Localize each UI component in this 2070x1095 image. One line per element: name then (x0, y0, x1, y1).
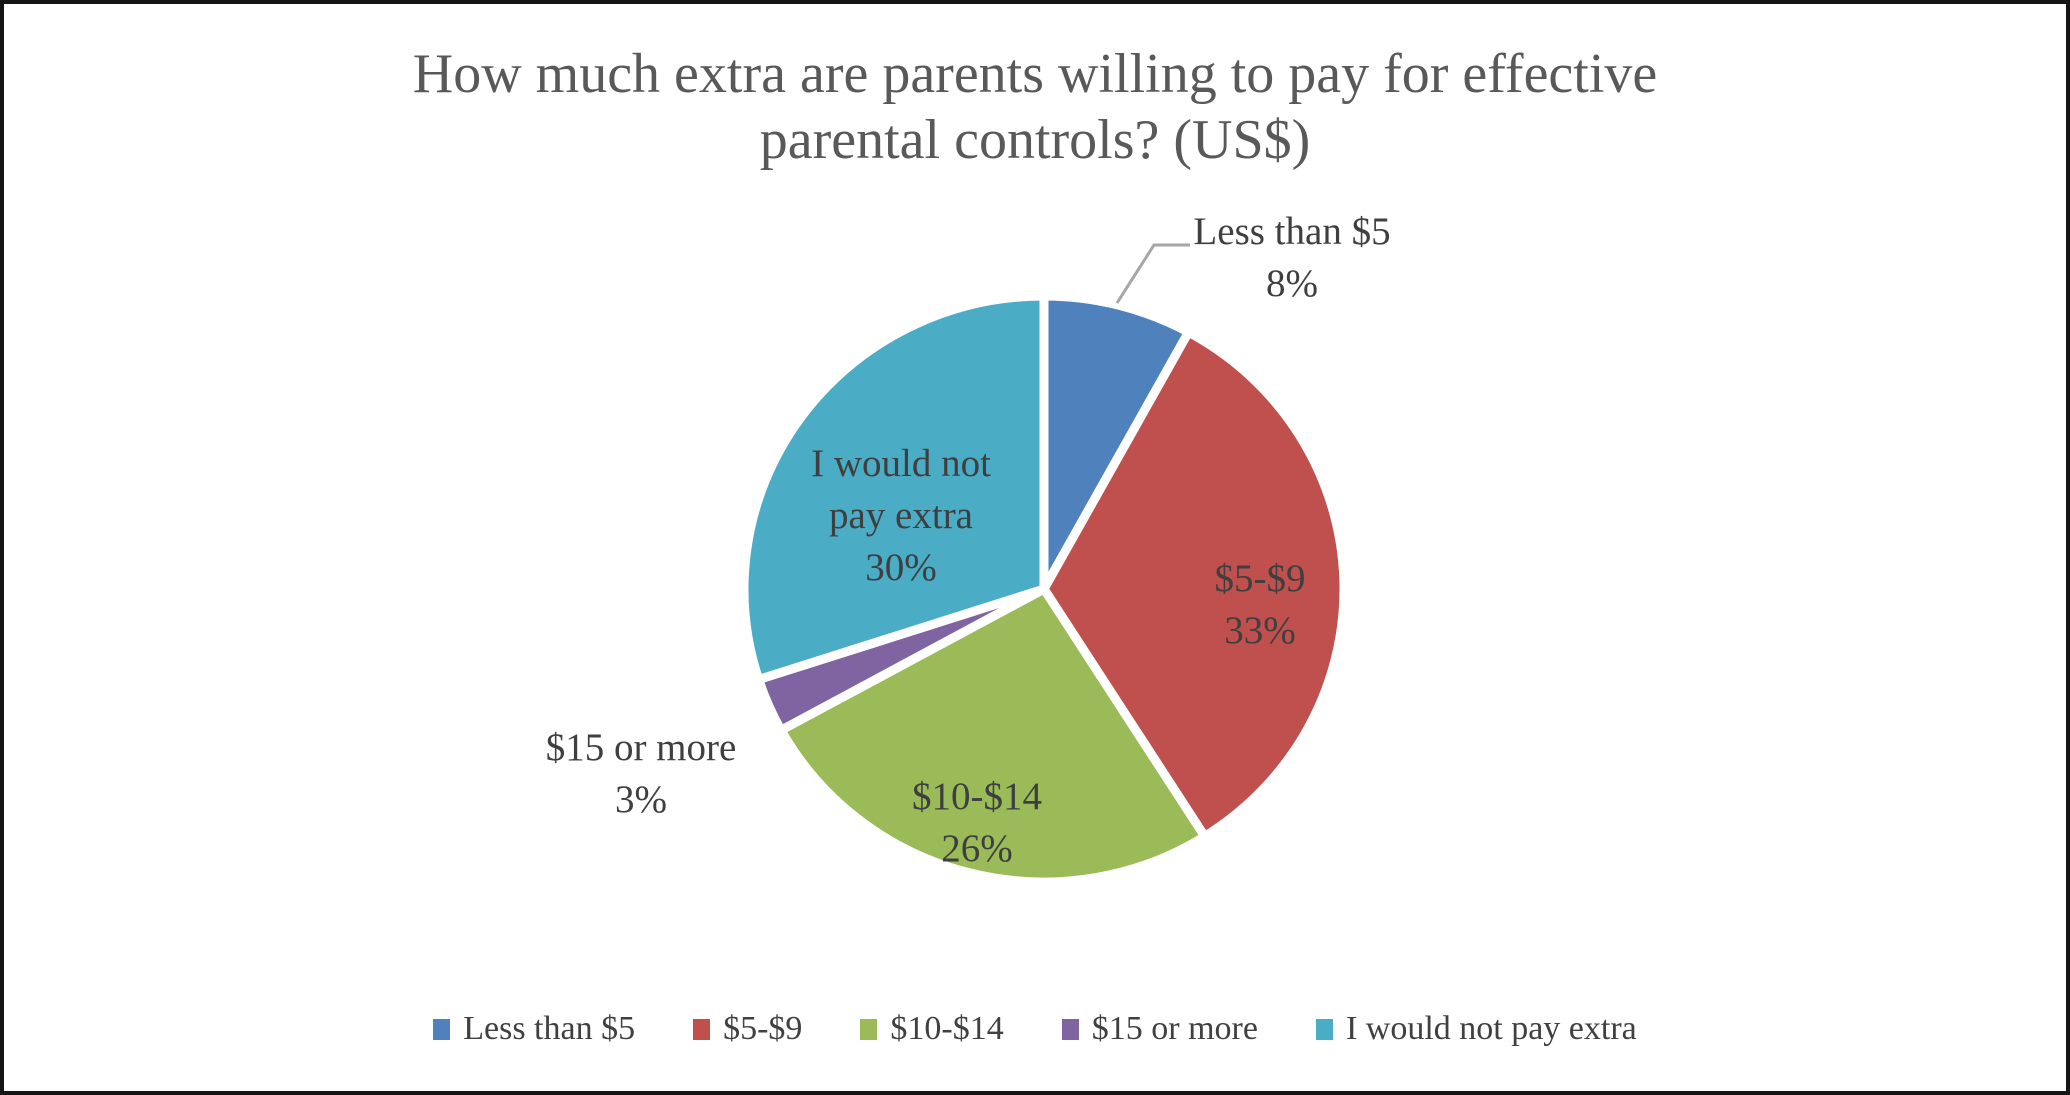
pie-slice-10-14[interactable] (776, 584, 1210, 887)
data-label-10-14: $10-$14 26% (912, 771, 1042, 875)
chart-title-line2: parental controls? (US$) (759, 109, 1311, 171)
pie-slice-5-9[interactable] (1039, 327, 1349, 841)
legend-label: Less than $5 (463, 1010, 636, 1047)
legend-marker-icon (1315, 1018, 1333, 1040)
chart-title-line1: How much extra are parents willing to pa… (412, 43, 1658, 105)
data-label-pct: 8% (1265, 262, 1318, 305)
pie-chart (739, 243, 1349, 887)
data-label-less-than-5: Less than $5 8% (1193, 206, 1390, 310)
data-label-text: I would not (811, 442, 991, 485)
chart-title: How much extra are parents willing to pa… (4, 41, 2066, 173)
leader-line-less-than-5 (1115, 243, 1190, 304)
data-label-pct: 26% (941, 827, 1013, 870)
data-label-text: Less than $5 (1193, 210, 1391, 253)
legend-label: $5-$9 (723, 1010, 803, 1047)
legend-item-10-14[interactable]: $10-$14 (860, 1010, 1004, 1048)
data-label-would-not-pay: I would not pay extra 30% (811, 438, 991, 594)
data-label-text: $5-$9 (1214, 557, 1306, 600)
legend-item-i-would-not-pay-extra[interactable]: I would not pay extra (1315, 1010, 1637, 1048)
pie-slice-i-would-not-pay-extra[interactable] (739, 291, 1049, 684)
data-label-text: $10-$14 (912, 775, 1042, 818)
legend-label: $10-$14 (890, 1010, 1004, 1047)
data-label-5-9: $5-$9 33% (1215, 553, 1306, 657)
legend-label: I would not pay extra (1345, 1010, 1637, 1047)
data-label-text: pay extra (828, 494, 974, 537)
data-label-pct: 3% (615, 778, 667, 821)
legend-marker-icon (693, 1018, 711, 1040)
legend-item-5-9[interactable]: $5-$9 (693, 1010, 802, 1048)
legend-marker-icon (433, 1018, 451, 1040)
legend-marker-icon (1061, 1018, 1079, 1040)
data-label-15-or-more: $15 or more 3% (546, 722, 737, 826)
legend-label: $15 or more (1091, 1010, 1258, 1047)
chart-legend: Less than $5 $5-$9 $10-$14 $15 or more I wou… (4, 1004, 2066, 1054)
data-label-text: $15 or more (545, 726, 737, 769)
legend-marker-icon (860, 1018, 878, 1040)
legend-item-less-than-5[interactable]: Less than $5 (433, 1010, 635, 1048)
data-label-pct: 33% (1224, 609, 1296, 652)
data-label-pct: 30% (865, 546, 937, 589)
legend-item-15-or-more[interactable]: $15 or more (1061, 1010, 1258, 1048)
